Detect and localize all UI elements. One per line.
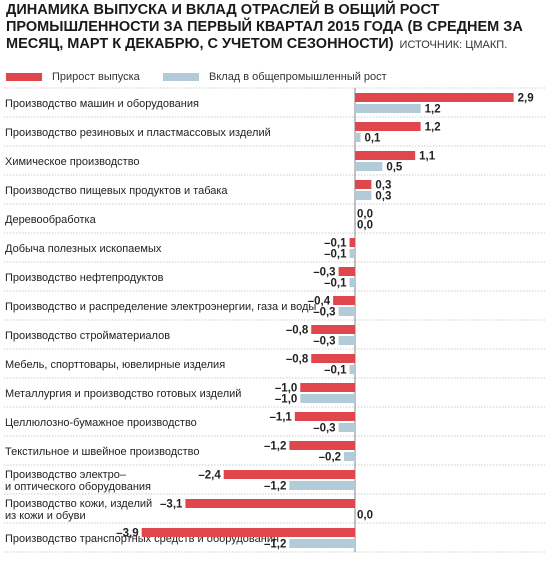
bar-contribution [355,104,421,113]
bar-contribution [289,539,355,548]
bar-growth [355,122,421,131]
category-label: Производство и распределение электроэнер… [5,301,316,313]
value-label-contribution: –1,0 [275,394,297,406]
bar-growth [300,383,355,392]
value-label-growth: 2,9 [518,93,534,105]
legend-label-contribution: Вклад в общепромышленный рост [209,71,387,83]
value-label-contribution: 0,1 [364,133,381,145]
bar-contribution [289,481,355,490]
legend-label-growth: Прирост выпуска [52,71,140,83]
category-label: Производство машин и оборудования [5,98,199,110]
value-label-contribution: 0,5 [386,162,403,174]
value-label-contribution: 1,2 [425,104,441,116]
bar-contribution [355,162,383,171]
category-label: Химическое производство [5,156,140,168]
bar-growth [294,412,355,421]
category-label: Металлургия и производство готовых издел… [5,388,241,400]
bar-growth [289,441,355,450]
value-label-growth: 0,0 [357,209,373,221]
value-label-growth: –0,4 [308,296,331,308]
value-label-growth: –1,1 [269,412,292,424]
value-label-growth: 1,2 [425,122,441,134]
value-label-contribution: –0,3 [313,336,335,348]
value-label-contribution: –1,2 [264,481,286,493]
value-label-contribution: –0,1 [324,365,347,377]
value-label-growth: –1,2 [264,441,286,453]
bar-growth [185,499,355,508]
bar-contribution [349,249,355,258]
source-note: ИСТОЧНИК: ЦМАКП. [399,39,508,51]
value-label-contribution: –0,1 [324,278,347,290]
value-label-contribution: 0,3 [375,191,391,203]
bar-contribution [300,394,355,403]
category-label: Целлюлозно-бумажное производство [5,417,197,429]
bar-growth [223,470,355,479]
bar-contribution [338,336,355,345]
bar-contribution [338,307,355,316]
bar-growth [355,93,514,102]
category-label: Производство резиновых и пластмассовых и… [5,127,271,139]
bar-growth [349,238,355,247]
value-label-contribution: –0,1 [324,249,347,261]
category-label: Добыча полезных ископаемых [5,243,162,255]
category-label: Деревообработка [5,214,97,226]
bar-contribution [338,423,355,432]
bar-growth [355,151,416,160]
value-label-contribution: –0,3 [313,423,335,435]
value-label-growth: –0,1 [324,238,347,250]
bar-growth [338,267,355,276]
value-label-contribution: –0,2 [319,452,341,464]
bar-growth [333,296,355,305]
value-label-growth: –0,8 [286,325,309,337]
value-label-growth: –0,8 [286,354,309,366]
value-label-contribution: 0,0 [357,220,373,232]
chart-title: ДИНАМИКА ВЫПУСКА И ВКЛАД ОТРАСЛЕЙ В ОБЩИ… [6,2,546,54]
value-label-contribution: –1,2 [264,539,286,551]
chart-title-text: ДИНАМИКА ВЫПУСКА И ВКЛАД ОТРАСЛЕЙ В ОБЩИ… [6,2,523,52]
category-label: Производство нефтепродуктов [5,272,164,284]
value-label-growth: –1,0 [275,383,297,395]
category-label: Производство пищевых продуктов и табака [5,185,228,197]
value-label-growth: –3,9 [116,528,138,540]
bar-growth [311,325,355,334]
value-label-contribution: 0,0 [357,510,373,522]
category-label: Производство электро– и оптического обору… [5,469,151,493]
bar-growth [311,354,355,363]
value-label-growth: 1,1 [419,151,436,163]
bar-contribution [355,133,361,142]
bar-contribution [349,365,355,374]
value-label-contribution: –0,3 [313,307,335,319]
value-label-growth: –0,3 [313,267,335,279]
value-label-growth: –2,4 [198,470,221,482]
legend-swatch-contribution [163,73,199,81]
legend-swatch-growth [6,73,42,81]
category-label: Мебель, спорттовары, ювелирные изделия [5,359,225,371]
category-label: Производство стройматериалов [5,330,170,342]
bar-contribution [344,452,355,461]
bar-contribution [355,191,372,200]
value-label-growth: –3,1 [160,499,183,511]
bar-growth [355,180,372,189]
bar-growth [141,528,355,537]
category-label: Производство кожи, изделий из кожи и обув… [5,498,152,522]
value-label-growth: 0,3 [375,180,391,192]
bar-contribution [349,278,355,287]
category-label: Текстильное и швейное производство [5,446,200,458]
